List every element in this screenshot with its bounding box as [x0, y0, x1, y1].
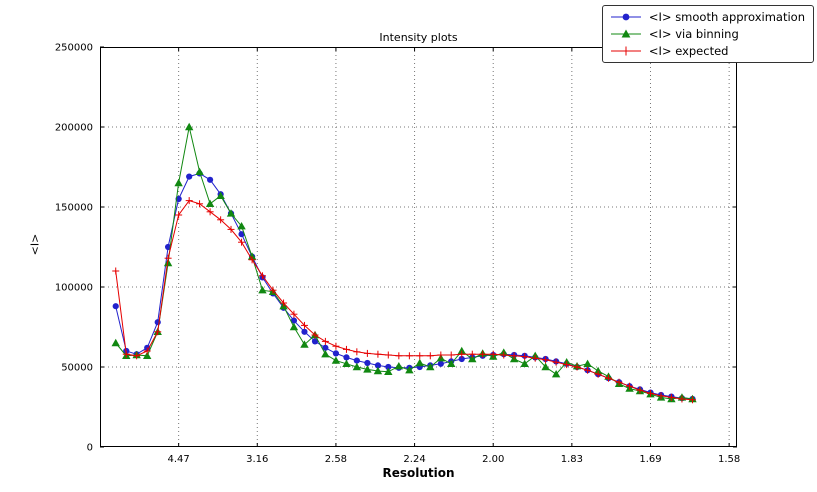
- y-tick-label: 150000: [55, 203, 93, 214]
- y-tick-label: 0: [87, 443, 93, 454]
- x-tick-label: 3.16: [246, 454, 268, 465]
- series-1: [111, 122, 697, 403]
- legend-label: <I> smooth approximation: [648, 10, 805, 24]
- legend-item-expected: <I> expected: [609, 43, 805, 59]
- x-tick-label: 4.47: [168, 454, 190, 465]
- y-tick-label: 50000: [61, 363, 93, 374]
- legend-item-binning: <I> via binning: [609, 26, 805, 42]
- x-tick-labels: 4.47 3.16 2.58 2.24 2.00 1.83 1.69 1.58: [168, 454, 741, 465]
- x-tick-label: 1.69: [639, 454, 661, 465]
- axes-frame: [100, 46, 737, 448]
- legend-marker-plus-icon: [610, 46, 641, 56]
- y-tick-label: 100000: [55, 283, 93, 294]
- legend-item-smooth: <I> smooth approximation: [609, 9, 805, 25]
- chart-title: Intensity plots: [379, 31, 458, 44]
- legend-marker-triangle-icon: [610, 29, 641, 38]
- y-axis-label: <I>: [28, 233, 42, 256]
- legend: <I> smooth approximation <I> via binning…: [601, 5, 814, 63]
- x-tick-label: 2.58: [325, 454, 347, 465]
- legend-marker-circle-icon: [610, 13, 641, 21]
- y-tick-labels: 0 50000 100000 150000 200000 250000: [55, 43, 93, 454]
- x-tick-label: 2.24: [403, 454, 425, 465]
- legend-label: <I> via binning: [648, 27, 739, 41]
- legend-label: <I> expected: [648, 44, 729, 58]
- y-tick-label: 200000: [55, 123, 93, 134]
- x-axis-label: Resolution: [382, 466, 455, 480]
- x-tick-label: 2.00: [482, 454, 504, 465]
- y-tick-label: 250000: [55, 43, 93, 54]
- x-tick-label: 1.83: [561, 454, 583, 465]
- gridlines: [100, 47, 737, 447]
- series-2: [112, 197, 696, 404]
- x-tick-label: 1.58: [718, 454, 740, 465]
